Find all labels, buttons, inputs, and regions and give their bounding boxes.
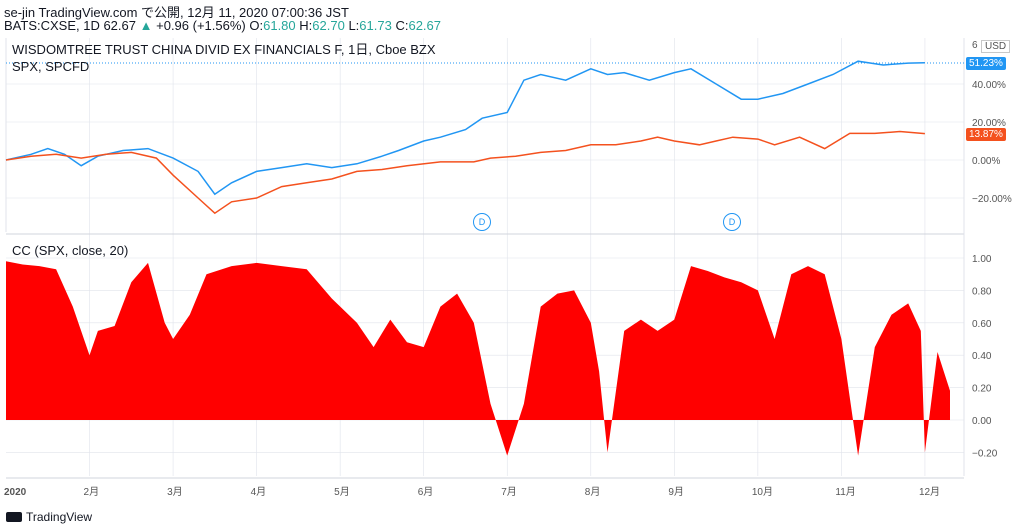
time-tick-label: 3月: [167, 486, 183, 498]
cc-tick-label: 0.00: [972, 416, 992, 427]
time-tick-label: 5月: [334, 486, 350, 498]
time-axis[interactable]: 2020 2月 3月 4月 5月 6月 7月 8月 9月 10月 11月 12月: [4, 486, 940, 498]
series-line-spx[interactable]: [5, 130, 925, 215]
series-line-cxse[interactable]: [5, 60, 925, 196]
cc-axis[interactable]: −0.20 0.00 0.20 0.40 0.60 0.80 1.00: [972, 254, 998, 459]
dividend-marker[interactable]: D: [473, 213, 491, 231]
time-tick-label: 12月: [919, 486, 940, 498]
dividend-marker[interactable]: D: [723, 213, 741, 231]
cc-tick-label: 0.60: [972, 319, 992, 330]
price-tick-label: 0.00%: [972, 156, 1000, 167]
price-legend: WISDOMTREE TRUST CHINA DIVID EX FINANCIA…: [12, 41, 482, 75]
time-tick-label: 10月: [752, 486, 773, 498]
price-tick-label: 40.00%: [972, 80, 1006, 91]
time-tick-label: 2020: [4, 487, 27, 498]
cxse-last-value-badge: 51.23%: [966, 57, 1006, 70]
low-label: L:: [348, 18, 360, 33]
spx-last-value-badge: 13.87%: [966, 128, 1006, 141]
time-tick-label: 2月: [84, 486, 100, 498]
change-value: +0.96 (+1.56%): [156, 18, 246, 33]
currency-label[interactable]: USD: [981, 40, 1011, 53]
cc-tick-label: 0.40: [972, 351, 992, 362]
price-tick-label: 20.00%: [972, 118, 1006, 129]
time-tick-label: 6月: [418, 486, 434, 498]
open-value: 61.80: [263, 18, 296, 33]
cc-tick-label: 1.00: [972, 254, 992, 265]
price-tick-label: −20.00%: [972, 194, 1012, 205]
low-value: 61.73: [359, 18, 392, 33]
compare-series-title[interactable]: SPX, SPCFD: [12, 59, 90, 74]
price-axis[interactable]: −20.00% 0.00% 20.00% 40.00%: [972, 80, 1012, 205]
time-tick-label: 7月: [501, 486, 517, 498]
ohlc-line: BATS:CXSE, 1D 62.67 ▲ +0.96 (+1.56%) O:6…: [4, 18, 441, 33]
high-label: H:: [299, 18, 313, 33]
tradingview-logo[interactable]: TradingView: [6, 510, 92, 524]
time-tick-label: 9月: [668, 486, 684, 498]
price-pane[interactable]: [5, 60, 925, 215]
cc-area[interactable]: [6, 261, 950, 456]
main-series-title[interactable]: WISDOMTREE TRUST CHINA DIVID EX FINANCIA…: [12, 42, 436, 57]
publish-info: se-jin TradingView.com で公開, 12月 11, 2020…: [4, 5, 349, 20]
high-value: 62.70: [312, 18, 345, 33]
brand-name: TradingView: [26, 510, 93, 524]
close-value: 62.67: [408, 18, 442, 33]
change-arrow-icon: ▲: [139, 18, 153, 33]
cc-tick-label: 0.20: [972, 384, 992, 395]
time-tick-label: 4月: [251, 486, 267, 498]
cc-pane[interactable]: [6, 261, 950, 456]
time-tick-label: 8月: [585, 486, 601, 498]
close-label: C:: [395, 18, 409, 33]
cc-tick-label: −0.20: [972, 448, 998, 459]
tradingview-icon: [6, 512, 22, 522]
open-label: O:: [249, 18, 264, 33]
grid: [6, 38, 964, 476]
price-scale-top-tick: 6: [972, 40, 978, 51]
cc-tick-label: 0.80: [972, 286, 992, 297]
indicator-title[interactable]: CC (SPX, close, 20): [12, 243, 129, 258]
symbol-label: BATS:CXSE, 1D 62.67: [4, 18, 136, 33]
time-tick-label: 11月: [835, 486, 855, 498]
